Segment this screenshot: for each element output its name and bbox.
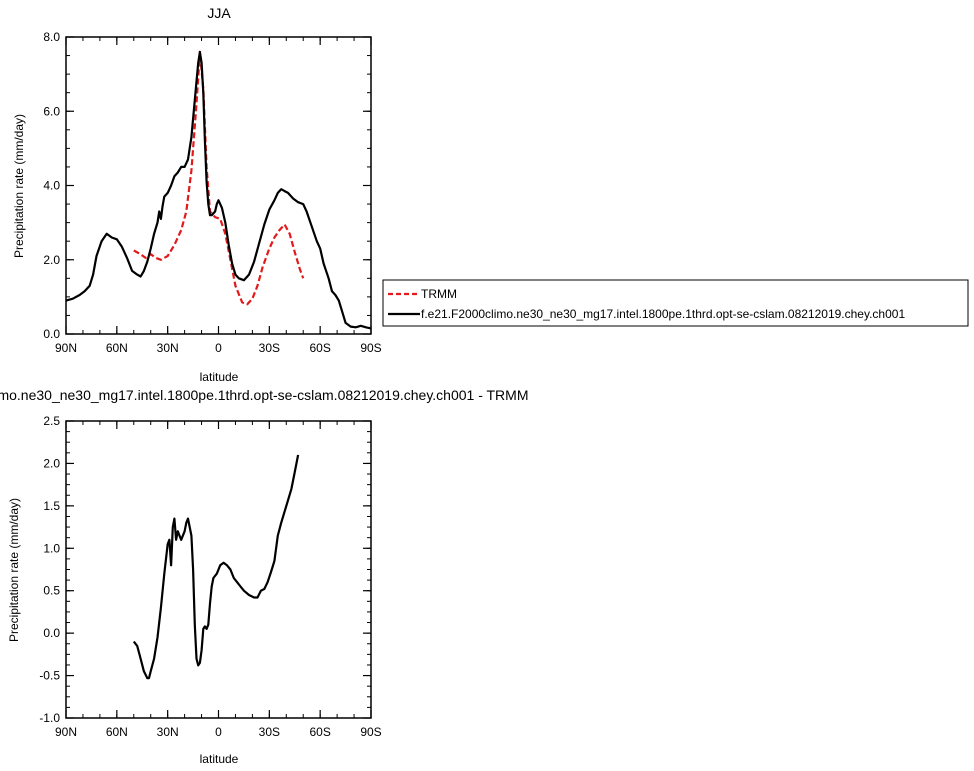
chart-bottom-x-tick-label: 30S xyxy=(259,725,280,739)
chart-bottom-x-tick-label: 60N xyxy=(106,725,128,739)
chart-top-y-tick-label: 4.0 xyxy=(43,179,60,193)
chart-bottom-x-tick-label: 60S xyxy=(309,725,330,739)
chart-bottom-title: f.e21.F2000climo.ne30_ne30_mg17.intel.18… xyxy=(0,387,528,403)
chart-bottom-x-tick-label: 90N xyxy=(55,725,77,739)
chart-top-x-tick-label: 30S xyxy=(259,341,280,355)
legend-trmm-label: TRMM xyxy=(421,287,457,301)
chart-bottom-ylabel: Precipitation rate (mm/day) xyxy=(7,498,21,642)
chart-top-frame xyxy=(65,36,372,335)
chart-bottom: f.e21.F2000climo.ne30_ne30_mg17.intel.18… xyxy=(0,387,528,766)
chart-bottom-frame xyxy=(65,420,372,719)
chart-bottom-y-tick-label: 2.0 xyxy=(43,456,60,470)
chart-top-y-tick-label: 6.0 xyxy=(43,104,60,118)
chart-bottom-y-tick-label: -0.5 xyxy=(39,669,60,683)
chart-bottom-plot-area: 90N 60N 30N 0 30S 60S 90S -1.0 -0.5 0.0 0.5 1.0 1.5 2… xyxy=(39,414,381,739)
chart-top-title: JJA xyxy=(207,5,231,21)
chart-bottom-y-tick-label: 0.5 xyxy=(43,584,60,598)
chart-bottom-xlabel: latitude xyxy=(200,752,239,766)
chart-bottom-y-tick-label: 2.5 xyxy=(43,414,60,428)
chart-top-series-line-0 xyxy=(133,50,305,306)
legend-box xyxy=(382,279,969,327)
chart-top: JJA Precipitation rate (mm/day) latitude… xyxy=(12,5,382,384)
chart-bottom-y-tick-label: -1.0 xyxy=(39,711,60,725)
chart-top-x-tick-label: 90S xyxy=(360,341,381,355)
chart-top-x-tick-label: 0 xyxy=(215,341,222,355)
chart-top-x-tick-label: 30N xyxy=(157,341,179,355)
chart-bottom-x-tick-label: 30N xyxy=(157,725,179,739)
chart-top-x-tick-label: 90N xyxy=(55,341,77,355)
chart-top-y-tick-label: 8.0 xyxy=(43,30,60,44)
chart-top-x-tick-label: 60N xyxy=(106,341,128,355)
chart-bottom-y-tick-label: 1.5 xyxy=(43,499,60,513)
chart-top-xlabel: latitude xyxy=(200,370,239,384)
chart-bottom-x-tick-label: 0 xyxy=(215,725,222,739)
chart-bottom-x-tick-label: 90S xyxy=(360,725,381,739)
chart-top-legend: TRMM f.e21.F2000climo.ne30_ne30_mg17.int… xyxy=(382,279,969,327)
chart-top-y-tick-label: 0.0 xyxy=(43,327,60,341)
chart-top-ylabel: Precipitation rate (mm/day) xyxy=(12,114,26,258)
chart-top-y-tick-label: 2.0 xyxy=(43,253,60,267)
chart-top-plot-area: 90N 60N 30N 0 30S 60S 90S 0.0 2.0 4.0 6.0 8.0 xyxy=(43,30,381,355)
chart-top-x-tick-label: 60S xyxy=(309,341,330,355)
legend-model-label: f.e21.F2000climo.ne30_ne30_mg17.intel.18… xyxy=(421,307,905,321)
chart-top-series-line-1 xyxy=(65,50,372,330)
chart-bottom-series-line-0 xyxy=(132,454,300,680)
chart-bottom-y-tick-label: 1.0 xyxy=(43,541,60,555)
chart-bottom-y-tick-label: 0.0 xyxy=(43,626,60,640)
